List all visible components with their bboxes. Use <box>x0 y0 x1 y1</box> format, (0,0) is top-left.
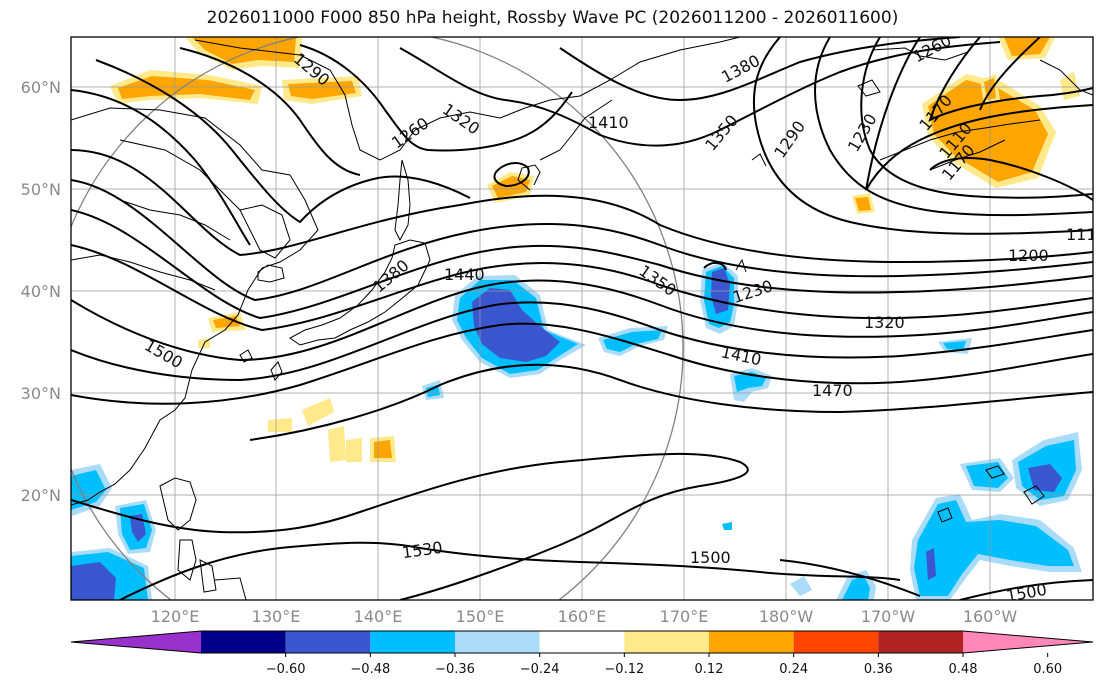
contour-label: 1110 <box>1066 225 1105 244</box>
anomaly-patch <box>928 80 1048 182</box>
map-title: 2026011000 F000 850 hPa height, Rossby W… <box>206 8 899 28</box>
anomaly-patch <box>374 440 392 458</box>
colorbar-segment <box>878 631 963 653</box>
colorbar-segment <box>370 631 455 653</box>
latitude-label: 40°N <box>21 282 61 301</box>
anomaly-patch <box>603 330 662 352</box>
colorbar-segment <box>539 631 625 653</box>
anomaly-patch <box>426 385 440 397</box>
latitude-label: 60°N <box>21 78 61 97</box>
reference-circle <box>71 37 684 600</box>
contour-label: 1440 <box>444 265 485 284</box>
colorbar-tick-label: 0.36 <box>864 662 893 677</box>
anomaly-patch <box>842 576 870 600</box>
colorbar-tick-labels: −0.60 −0.48 −0.36 −0.24 −0.12 0.12 0.24 0.36 0.4… <box>266 653 1062 677</box>
contour-label: 1320 <box>864 313 905 332</box>
anomaly-patch <box>472 288 560 362</box>
map-border <box>70 36 1094 601</box>
anomaly-patch <box>734 372 766 392</box>
anomaly-patch <box>1028 464 1062 492</box>
colorbar-tick-label: 0.60 <box>1033 662 1062 677</box>
colorbar-segment <box>201 631 286 653</box>
longitude-tick-labels: 120°E 130°E 140°E 150°E 160°E 170°E 180°… <box>151 607 1018 626</box>
colorbar-segment <box>793 631 879 653</box>
anomaly-patch <box>268 418 292 432</box>
longitude-label: 160°E <box>558 607 607 626</box>
colorbar-extend-max <box>963 631 1093 653</box>
colorbar-segment <box>455 631 540 653</box>
colorbar-tick-label: −0.60 <box>266 662 306 677</box>
latitude-label: 30°N <box>21 384 61 403</box>
height-contours <box>71 37 1093 600</box>
longitude-label: 170°W <box>861 607 916 626</box>
colorbar-tick-label: 0.12 <box>695 662 724 677</box>
anomaly-patch <box>855 197 871 211</box>
latitude-label: 20°N <box>21 486 61 505</box>
colorbar-tick-label: −0.36 <box>435 662 475 677</box>
anomaly-patch <box>943 341 966 350</box>
colorbar-tick-label: 0.24 <box>779 662 808 677</box>
contour-label: 1410 <box>588 113 629 132</box>
colorbar-segment <box>709 631 794 653</box>
anomaly-patch <box>790 576 812 596</box>
colorbar-extend-min <box>71 631 201 653</box>
anomaly-patch <box>346 438 362 462</box>
anomaly-patch <box>966 462 1008 488</box>
colorbar-tick-label: −0.24 <box>520 662 560 677</box>
latitude-label: 50°N <box>21 180 61 199</box>
colorbar-outline <box>70 630 1094 654</box>
longitude-label: 180°W <box>759 607 814 626</box>
gridlines <box>71 37 1093 600</box>
contour-label: 1200 <box>1008 246 1049 265</box>
anomaly-patch <box>71 470 106 510</box>
longitude-label: 130°E <box>252 607 301 626</box>
longitude-label: 170°E <box>660 607 709 626</box>
longitude-label: 150°E <box>456 607 505 626</box>
anomaly-patch <box>302 398 334 426</box>
longitude-label: 120°E <box>151 607 200 626</box>
anomaly-patch <box>118 76 255 100</box>
longitude-label: 160°W <box>963 607 1018 626</box>
anomaly-patch <box>213 316 240 328</box>
colorbar-tick-label: −0.48 <box>350 662 390 677</box>
colorbar-tick-label: 0.48 <box>949 662 978 677</box>
map-content: 1380 1260 1170 1290 1320 1410 1350 1290 … <box>71 37 1105 606</box>
colorbar-tick-label: −0.12 <box>604 662 644 677</box>
latitude-tick-labels: 60°N 50°N 40°N 30°N 20°N <box>21 78 61 505</box>
longitude-label: 140°E <box>354 607 403 626</box>
colorbar-segment <box>624 631 709 653</box>
colorbar-segment <box>285 631 371 653</box>
anomaly-patch <box>914 500 1074 596</box>
contour-label: 1500 <box>1005 580 1048 606</box>
anomaly-patch <box>926 548 936 580</box>
anomaly-patch <box>1004 37 1050 56</box>
anomaly-patch <box>328 426 346 462</box>
anomaly-patch <box>71 562 116 600</box>
contour-label: 1500 <box>690 548 731 567</box>
anomaly-patch <box>722 522 732 530</box>
contour-label: 1470 <box>812 381 853 400</box>
colorbar <box>70 630 1094 654</box>
